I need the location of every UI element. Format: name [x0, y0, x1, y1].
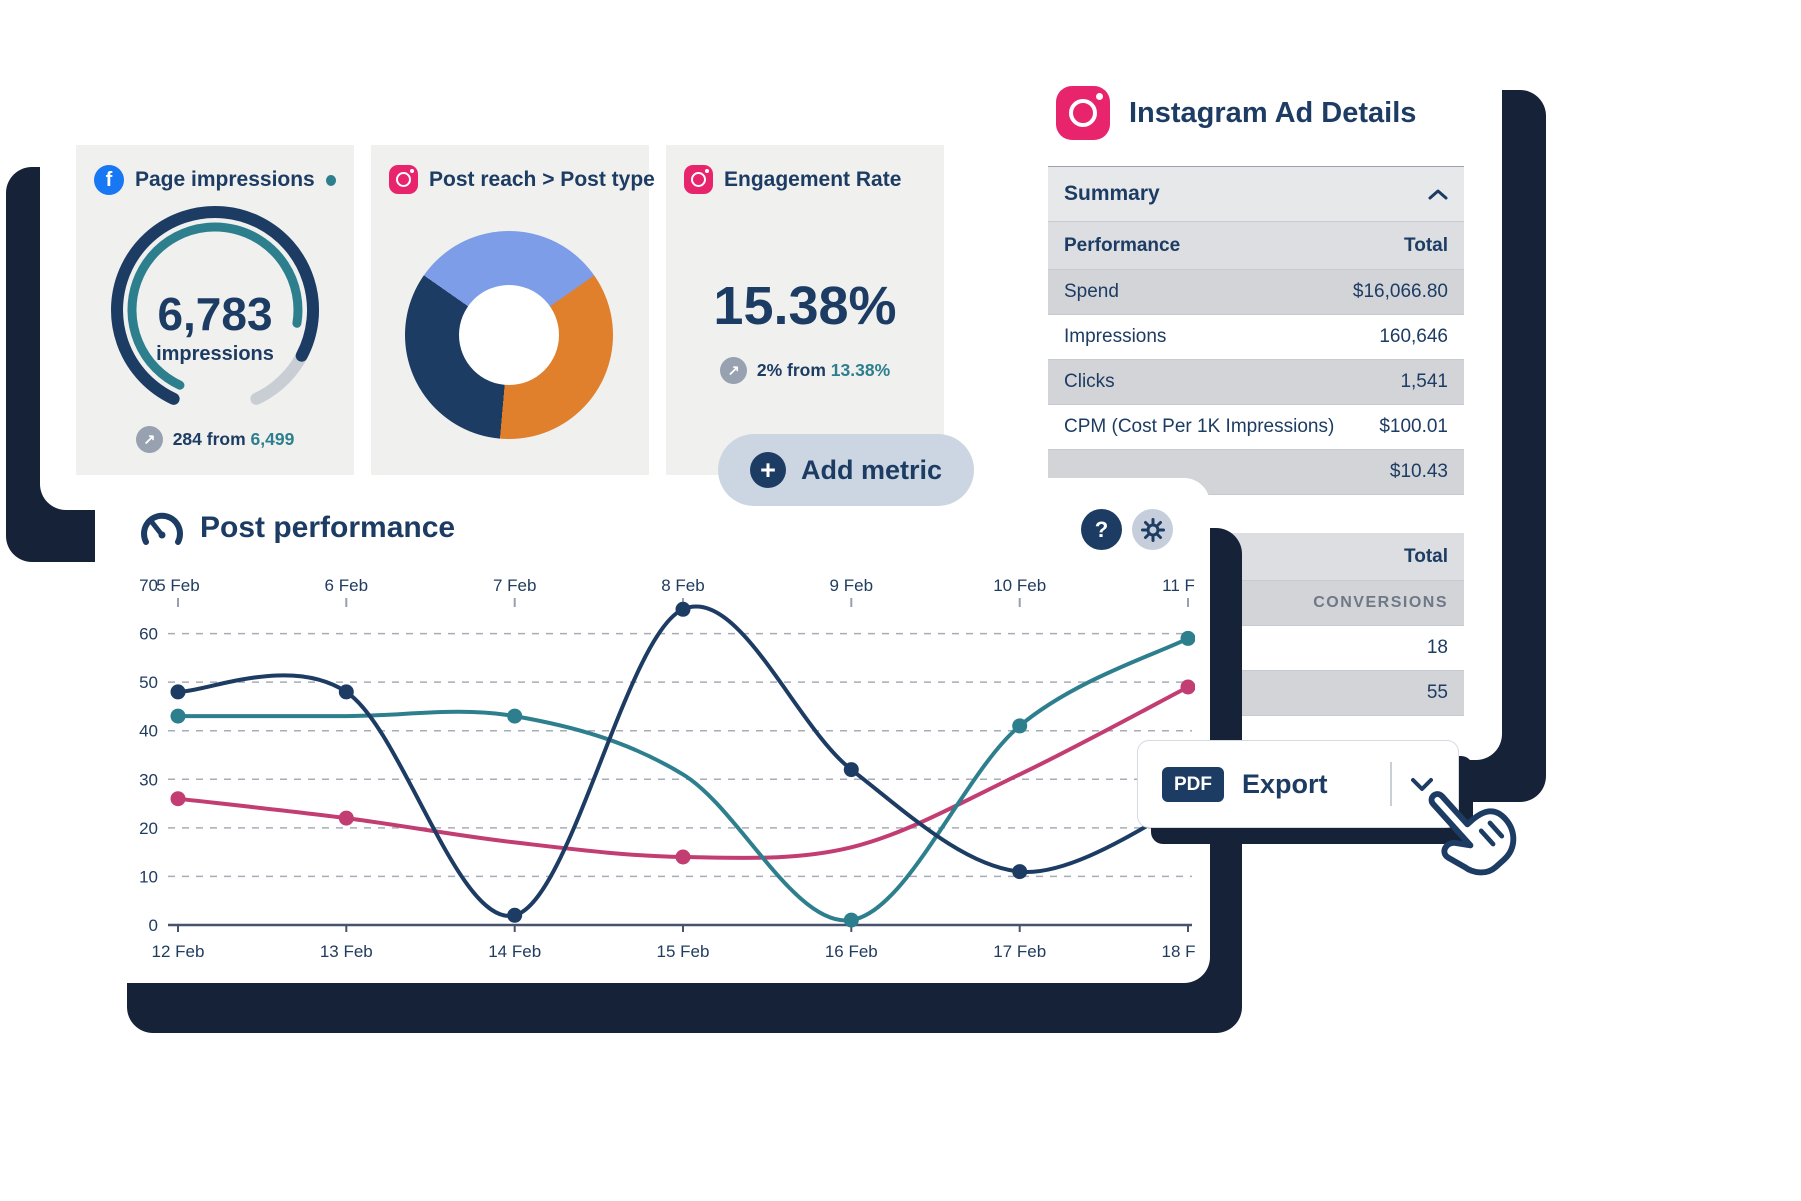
donut-hole [459, 285, 559, 385]
post-performance-card: Post performance ? 5 Feb 6 Feb 7 Feb 8 Feb 9… [95, 478, 1214, 983]
plus-icon: + [750, 452, 786, 488]
row-label: Clicks [1064, 371, 1115, 392]
row-value: 160,646 [1379, 326, 1448, 347]
svg-text:8 Feb: 8 Feb [661, 576, 704, 595]
row-value: $16,066.80 [1352, 281, 1448, 302]
instagram-icon [389, 165, 418, 194]
impressions-gauge-chart [100, 197, 330, 428]
table-row: Impressions 160,646 [1048, 315, 1464, 360]
svg-text:50: 50 [139, 673, 158, 692]
impressions-unit-label: impressions [156, 343, 274, 365]
summary-section-header[interactable]: Summary [1048, 166, 1464, 222]
table-row: CPM (Cost Per 1K Impressions) $100.01 [1048, 405, 1464, 450]
row-value: CONVERSIONS [1313, 594, 1448, 611]
chevron-down-icon[interactable] [1410, 777, 1434, 792]
row-value: 1,541 [1400, 371, 1448, 392]
row-value: 18 [1426, 637, 1448, 658]
row-value: $100.01 [1379, 416, 1448, 437]
tile-title: Engagement Rate [724, 167, 902, 191]
svg-text:18 Feb: 18 Feb [1162, 942, 1195, 961]
svg-text:15 Feb: 15 Feb [657, 942, 710, 961]
tile-header: Post reach > Post type [371, 145, 655, 194]
card-title: Instagram Ad Details [1129, 96, 1417, 129]
delta-text: 284 from 6,499 [172, 429, 295, 449]
export-label: Export [1242, 768, 1328, 799]
svg-text:20: 20 [139, 819, 158, 838]
row-value: 55 [1426, 682, 1448, 703]
svg-text:30: 30 [139, 770, 158, 789]
svg-text:5 Feb: 5 Feb [156, 576, 199, 595]
card-header: Post performance [140, 510, 455, 546]
delta-previous-value: 13.38% [830, 360, 891, 380]
row-label: Impressions [1064, 326, 1167, 347]
pdf-badge: PDF [1162, 766, 1224, 802]
svg-text:40: 40 [139, 722, 158, 741]
svg-text:7 Feb: 7 Feb [493, 576, 536, 595]
instagram-logo-icon [1056, 86, 1110, 140]
trend-up-icon: ↗ [135, 426, 163, 453]
svg-text:0: 0 [149, 916, 158, 935]
tile-title: Page impressions [135, 168, 315, 191]
metrics-card: f Page impressions 6,783 impressions ↗ 2… [40, 115, 985, 510]
engagement-rate-value: 15.38% [713, 276, 897, 336]
svg-text:12 Feb: 12 Feb [152, 942, 205, 961]
row-label: CPM (Cost Per 1K Impressions) [1064, 416, 1335, 437]
impressions-value: 6,783 [157, 288, 273, 340]
add-metric-label: Add metric [801, 454, 943, 485]
settings-button[interactable] [1132, 509, 1173, 550]
svg-text:13 Feb: 13 Feb [320, 942, 373, 961]
summary-label: Summary [1064, 182, 1160, 205]
svg-text:17 Feb: 17 Feb [993, 942, 1046, 961]
svg-text:10: 10 [139, 867, 158, 886]
instagram-icon [684, 165, 713, 194]
table-row: Clicks 1,541 [1048, 360, 1464, 405]
divider [1390, 762, 1392, 806]
svg-text:14 Feb: 14 Feb [488, 942, 541, 961]
instagram-ad-details-card: Instagram Ad Details Summary Performance… [1010, 48, 1502, 760]
ad-summary-table: Summary Performance Total Spend $16,066.… [1048, 166, 1464, 716]
gear-icon [1140, 517, 1165, 542]
row-value: $10.43 [1389, 461, 1448, 482]
svg-text:6 Feb: 6 Feb [325, 576, 368, 595]
facebook-icon: f [94, 165, 124, 195]
table-row: Spend $16,066.80 [1048, 270, 1464, 315]
card-header: Instagram Ad Details [1010, 48, 1502, 140]
chevron-up-icon[interactable] [1428, 189, 1448, 200]
svg-text:9 Feb: 9 Feb [830, 576, 873, 595]
add-metric-button[interactable]: + Add metric [718, 434, 975, 506]
tile-header: Engagement Rate [666, 145, 944, 194]
svg-text:16 Feb: 16 Feb [825, 942, 878, 961]
column-header: Total [1404, 234, 1448, 256]
svg-text:11 Feb: 11 Feb [1162, 576, 1195, 595]
column-header: Performance [1064, 234, 1181, 256]
tile-title: Post reach > Post type [429, 167, 655, 191]
metric-tile-page-impressions: f Page impressions 6,783 impressions ↗ 2… [76, 145, 354, 475]
svg-text:60: 60 [139, 625, 158, 644]
speedometer-icon [141, 512, 183, 545]
svg-text:10 Feb: 10 Feb [993, 576, 1046, 595]
post-performance-line-chart: 5 Feb 6 Feb 7 Feb 8 Feb 9 Feb 10 Feb 11 Feb 12 … [110, 573, 1214, 978]
indicator-dot-icon [325, 174, 336, 186]
trend-up-icon: ↗ [719, 357, 747, 384]
svg-text:70: 70 [139, 576, 158, 595]
impressions-delta: ↗ 284 from 6,499 [76, 426, 354, 453]
question-mark-icon: ? [1094, 516, 1109, 542]
tile-header: f Page impressions [76, 145, 354, 195]
row-label: Spend [1064, 281, 1119, 302]
engagement-delta: ↗ 2% from 13.38% [666, 357, 944, 384]
metric-tile-post-reach: Post reach > Post type [371, 145, 655, 475]
post-reach-donut-chart [405, 231, 613, 439]
metric-tile-engagement-rate: Engagement Rate 15.38% ↗ 2% from 13.38% [666, 145, 944, 475]
delta-previous-value: 6,499 [250, 429, 295, 449]
table-header-row: Performance Total [1048, 222, 1464, 270]
delta-text: 2% from 13.38% [756, 360, 891, 380]
column-header: Total [1404, 545, 1448, 567]
help-button[interactable]: ? [1081, 509, 1122, 550]
gauge-value-block: 6,783 impressions [76, 291, 354, 366]
export-button[interactable]: PDF Export [1137, 740, 1459, 828]
card-title: Post performance [200, 511, 456, 544]
